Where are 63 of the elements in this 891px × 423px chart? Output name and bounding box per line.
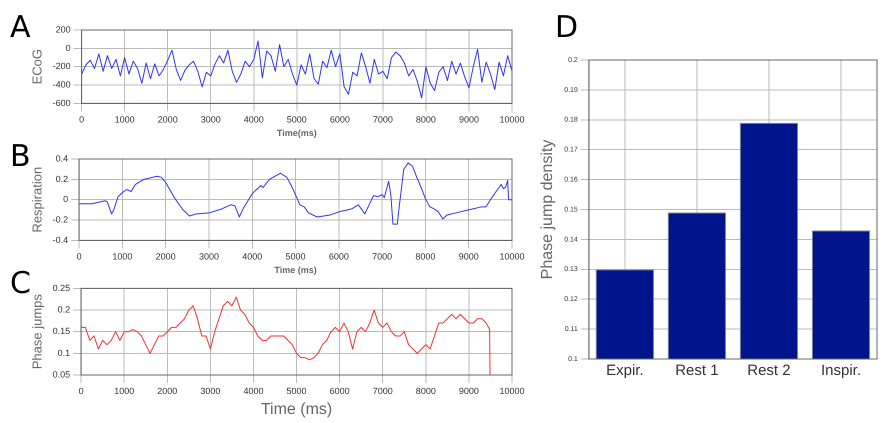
y-tick-label: -200 [52,61,71,72]
x-tick-label: 0 [78,386,84,396]
y-tick-label: 0 [63,194,68,204]
x-tick-label: 6000 [328,251,349,262]
x-tick-label: 10000 [499,386,525,396]
x-tick-label: 7000 [372,114,393,124]
x-tick-label: 4000 [244,114,264,124]
x-tick-label: 0 [79,114,84,124]
x-tick-label: 1000 [112,251,132,262]
x-tick-label: 6000 [330,114,350,124]
x-axis-title: Time(ms) [276,128,317,138]
y-axis-title: Phase jump density [539,140,556,280]
y-axis-title: Respiration [29,166,44,233]
chart-title: C [10,266,31,301]
y-tick-label: 0.15 [52,326,70,336]
x-tick-label: Rest 1 [675,362,719,380]
x-tick-label: 5000 [286,114,307,124]
x-tick-label: 5000 [286,251,306,262]
y-tick-label: 0.05 [52,369,70,380]
y-tick-label: 0.1 [58,348,70,358]
y-tick-label: -0.2 [52,214,68,225]
chart-title: B [10,139,31,174]
x-tick-label: 2000 [156,251,176,262]
x-tick-label: 5000 [286,386,307,396]
x-tick-label: 10000 [499,114,525,124]
y-tick-label: 0.4 [56,153,68,164]
x-tick-label: 7000 [372,386,393,396]
y-tick-label: -600 [52,98,71,108]
x-axis-title: Time (ms) [274,265,317,276]
x-tick-label: 3000 [198,251,219,262]
x-axis-title: Time (ms) [260,400,332,418]
chart-title: A [10,10,31,45]
x-tick-label: 9000 [458,114,479,124]
x-tick-label: 8000 [415,251,436,262]
x-tick-label: 4000 [242,251,262,262]
x-tick-label: 10000 [499,251,525,262]
x-tick-label: 1000 [114,386,134,396]
x-tick-label: 0 [76,251,82,262]
x-tick-label: 3000 [200,386,220,396]
y-axis-title: ECoG [29,48,44,84]
y-tick-label: -0.4 [52,234,68,245]
y-tick-label: 200 [56,24,71,34]
y-tick-label: 0.2 [56,174,68,184]
y-tick-label: 0.2 [58,304,70,315]
x-tick-label: 4000 [243,386,264,396]
x-tick-label: Expir. [606,362,644,380]
x-tick-label: 8000 [416,114,436,124]
x-tick-label: Rest 2 [747,362,791,380]
y-tick-label: 0 [66,42,71,53]
x-tick-label: 8000 [416,386,436,396]
x-tick-label: 7000 [372,251,392,262]
y-axis-title: Phase jumps [29,294,44,370]
x-tick-label: Inspir. [820,362,861,380]
x-tick-label: 9000 [458,386,479,396]
y-tick-label: 0.25 [52,282,70,293]
x-tick-label: 2000 [158,114,178,124]
x-tick-label: 6000 [330,386,350,396]
x-tick-label: 2000 [157,386,178,396]
x-tick-label: 1000 [114,114,135,124]
x-tick-label: 9000 [458,251,479,262]
y-tick-label: -400 [52,80,71,90]
chart-title: D [555,10,578,45]
x-tick-label: 3000 [200,114,221,124]
